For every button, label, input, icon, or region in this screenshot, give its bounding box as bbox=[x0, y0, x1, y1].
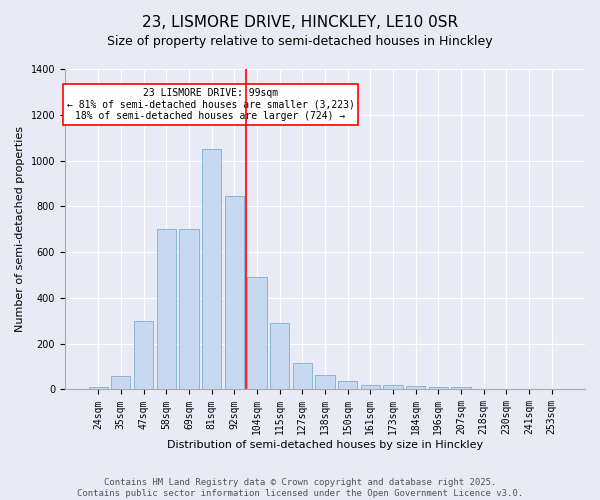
Text: Contains HM Land Registry data © Crown copyright and database right 2025.
Contai: Contains HM Land Registry data © Crown c… bbox=[77, 478, 523, 498]
Bar bbox=[316, 374, 335, 390]
Bar bbox=[428, 387, 448, 390]
Bar bbox=[338, 381, 357, 390]
Bar bbox=[293, 363, 312, 390]
Text: Size of property relative to semi-detached houses in Hinckley: Size of property relative to semi-detach… bbox=[107, 35, 493, 48]
Bar bbox=[111, 376, 130, 390]
Text: 23 LISMORE DRIVE: 99sqm
← 81% of semi-detached houses are smaller (3,223)
18% of: 23 LISMORE DRIVE: 99sqm ← 81% of semi-de… bbox=[67, 88, 355, 122]
Text: 23, LISMORE DRIVE, HINCKLEY, LE10 0SR: 23, LISMORE DRIVE, HINCKLEY, LE10 0SR bbox=[142, 15, 458, 30]
Bar bbox=[134, 321, 153, 390]
Bar bbox=[157, 229, 176, 390]
Bar bbox=[361, 385, 380, 390]
Bar bbox=[406, 386, 425, 390]
Bar bbox=[270, 323, 289, 390]
Bar bbox=[179, 229, 199, 390]
Y-axis label: Number of semi-detached properties: Number of semi-detached properties bbox=[15, 126, 25, 332]
X-axis label: Distribution of semi-detached houses by size in Hinckley: Distribution of semi-detached houses by … bbox=[167, 440, 483, 450]
Bar bbox=[202, 149, 221, 390]
Bar bbox=[451, 387, 470, 390]
Bar bbox=[224, 196, 244, 390]
Bar bbox=[247, 278, 266, 390]
Bar bbox=[89, 387, 108, 390]
Bar bbox=[383, 386, 403, 390]
